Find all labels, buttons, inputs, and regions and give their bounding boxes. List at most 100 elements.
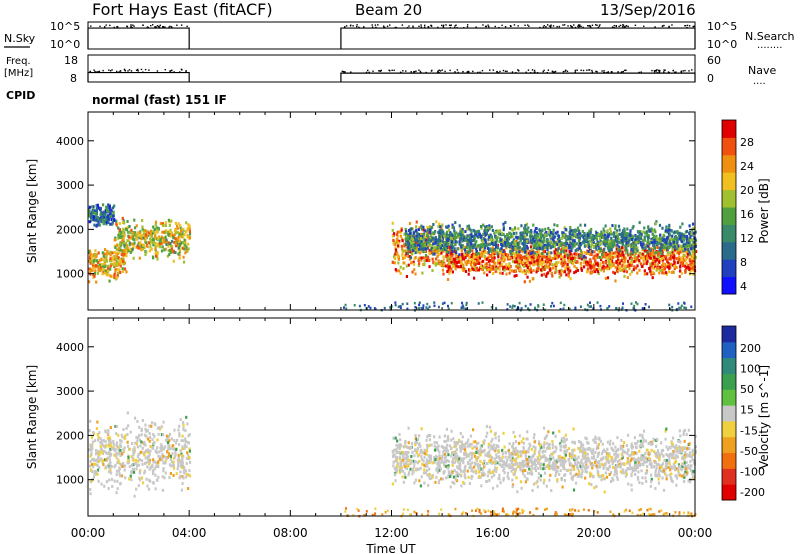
range-cell (504, 220, 507, 224)
range-cell (511, 256, 514, 260)
range-cell (516, 263, 519, 267)
range-cell (497, 229, 500, 233)
range-cell (177, 236, 180, 240)
trace-dot (502, 69, 505, 72)
trace-dot (619, 24, 622, 27)
range-cell (467, 272, 470, 276)
range-cell (553, 251, 556, 255)
range-cell (89, 464, 92, 468)
range-cell (149, 435, 152, 439)
range-cell (595, 234, 598, 238)
range-cell (403, 256, 406, 260)
range-cell (654, 264, 657, 268)
range-cell (110, 218, 114, 222)
trace-dot (488, 25, 490, 28)
range-cell (573, 240, 577, 244)
range-cell (462, 230, 465, 234)
trace-dot (395, 26, 397, 29)
range-cell (560, 250, 563, 254)
range-cell (526, 264, 530, 268)
range-cell (440, 249, 444, 253)
range-cell (582, 261, 585, 265)
range-cell (145, 234, 148, 238)
range-cell (150, 445, 154, 449)
range-cell (594, 258, 597, 262)
range-cell (414, 305, 417, 309)
range-cell (556, 233, 559, 237)
trace-dot (571, 26, 574, 28)
range-cell (660, 257, 664, 261)
range-cell (120, 231, 123, 235)
trace-dot (356, 24, 358, 26)
range-cell (566, 235, 569, 239)
range-cell (431, 236, 435, 240)
range-cell (573, 244, 576, 248)
range-cell (623, 227, 626, 231)
range-cell (597, 267, 600, 271)
range-cell (535, 253, 538, 257)
range-cell (391, 260, 394, 264)
range-cell (439, 225, 442, 229)
range-cell (576, 233, 579, 237)
range-cell (161, 236, 164, 240)
range-cell (515, 273, 518, 277)
range-cell (397, 305, 400, 308)
range-cell (626, 264, 629, 268)
range-cell (119, 444, 123, 448)
range-cell (580, 251, 583, 255)
range-cell (413, 301, 416, 305)
trace-dot (533, 71, 536, 73)
range-cell (652, 248, 655, 252)
range-cell (502, 232, 505, 236)
range-cell (447, 247, 450, 251)
range-cell (599, 233, 603, 237)
trace-dot (412, 26, 414, 29)
range-cell (449, 236, 453, 240)
trace-dot (455, 24, 457, 26)
range-cell (412, 262, 416, 266)
range-cell (504, 242, 507, 246)
range-cell (469, 263, 473, 267)
range-cell (676, 229, 679, 233)
range-cell (551, 266, 555, 270)
range-cell (162, 469, 165, 473)
range-cell (133, 241, 136, 245)
trace-dot (611, 26, 614, 28)
range-cell (539, 233, 543, 237)
range-cell (692, 245, 696, 249)
range-cell (154, 233, 157, 237)
range-cell (455, 240, 459, 244)
range-cell (477, 302, 480, 305)
range-cell (680, 261, 683, 265)
trace-dot (430, 24, 432, 27)
range-cell (179, 226, 182, 230)
range-cell (160, 249, 164, 253)
range-cell (680, 234, 683, 238)
range-cell (136, 439, 139, 443)
trace-dot (94, 70, 96, 73)
range-cell (514, 242, 517, 246)
range-cell (691, 268, 694, 272)
trace-dot (176, 24, 178, 26)
range-cell (664, 271, 668, 275)
range-cell (165, 238, 168, 242)
range-cell (692, 240, 695, 244)
range-cell (420, 227, 424, 231)
range-cell (434, 229, 437, 233)
range-cell (657, 252, 660, 256)
range-cell (121, 234, 124, 238)
range-cell (685, 237, 688, 241)
range-cell (434, 237, 437, 241)
range-cell (558, 271, 561, 275)
trace-dot (578, 26, 580, 29)
range-cell (148, 231, 151, 235)
range-cell (601, 249, 604, 253)
range-cell (409, 229, 412, 233)
range-cell (692, 262, 696, 266)
range-cell (515, 231, 518, 235)
range-cell (467, 259, 470, 263)
range-cell (495, 237, 498, 241)
range-cell (405, 275, 409, 279)
range-cell (521, 270, 524, 274)
range-cell (366, 307, 369, 310)
